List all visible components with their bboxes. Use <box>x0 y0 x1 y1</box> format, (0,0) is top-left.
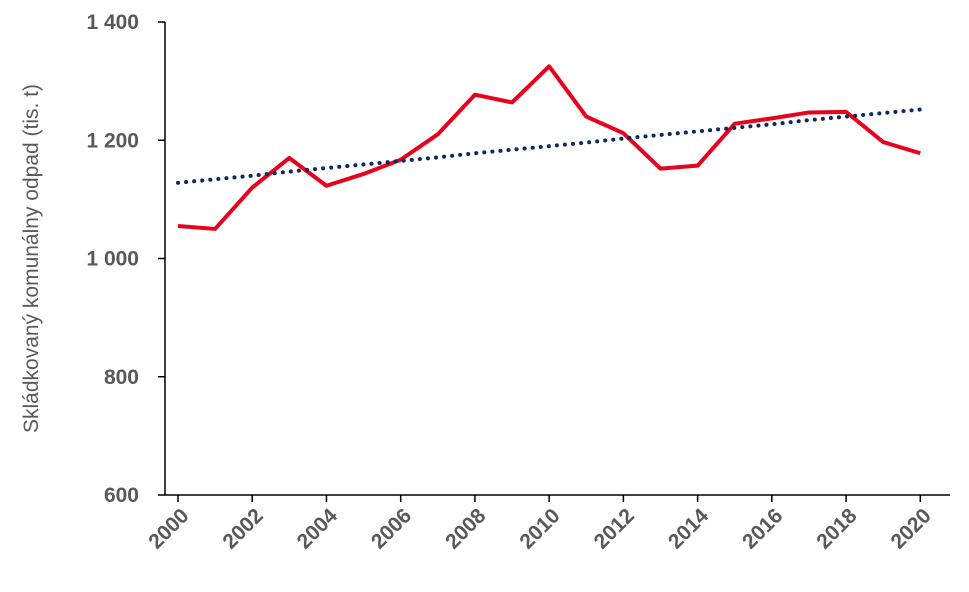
axes <box>164 22 950 496</box>
x-tick-label: 2018 <box>812 504 862 554</box>
x-ticks: 2000 2002 2004 2006 2008 2010 2012 2014 2016 2018… <box>144 495 936 554</box>
x-tick-label: 2008 <box>441 504 491 554</box>
y-tick-label: 800 <box>104 366 139 389</box>
x-tick-label: 2016 <box>738 504 787 553</box>
series-line <box>177 64 921 231</box>
x-tick-label: 2014 <box>664 504 714 554</box>
series-layer <box>175 64 923 231</box>
x-tick-label: 2012 <box>590 504 639 553</box>
y-tick-label: 1 000 <box>86 248 139 271</box>
trend-line <box>175 107 923 185</box>
x-tick-label: 2000 <box>144 504 193 553</box>
x-tick-label: 2010 <box>515 504 564 553</box>
x-tick-label: 2020 <box>887 504 936 553</box>
y-ticks: 600 800 1 000 1 200 1 400 <box>86 11 165 507</box>
y-axis-title: Skládkovaný komunálny odpad (tis. t) <box>20 84 43 433</box>
y-tick-label: 1 200 <box>86 129 139 152</box>
y-tick-label: 600 <box>104 484 139 507</box>
x-tick-label: 2002 <box>218 504 267 553</box>
y-tick-label: 1 400 <box>86 11 139 34</box>
x-tick-label: 2004 <box>293 504 343 554</box>
x-tick-label: 2006 <box>367 504 416 553</box>
